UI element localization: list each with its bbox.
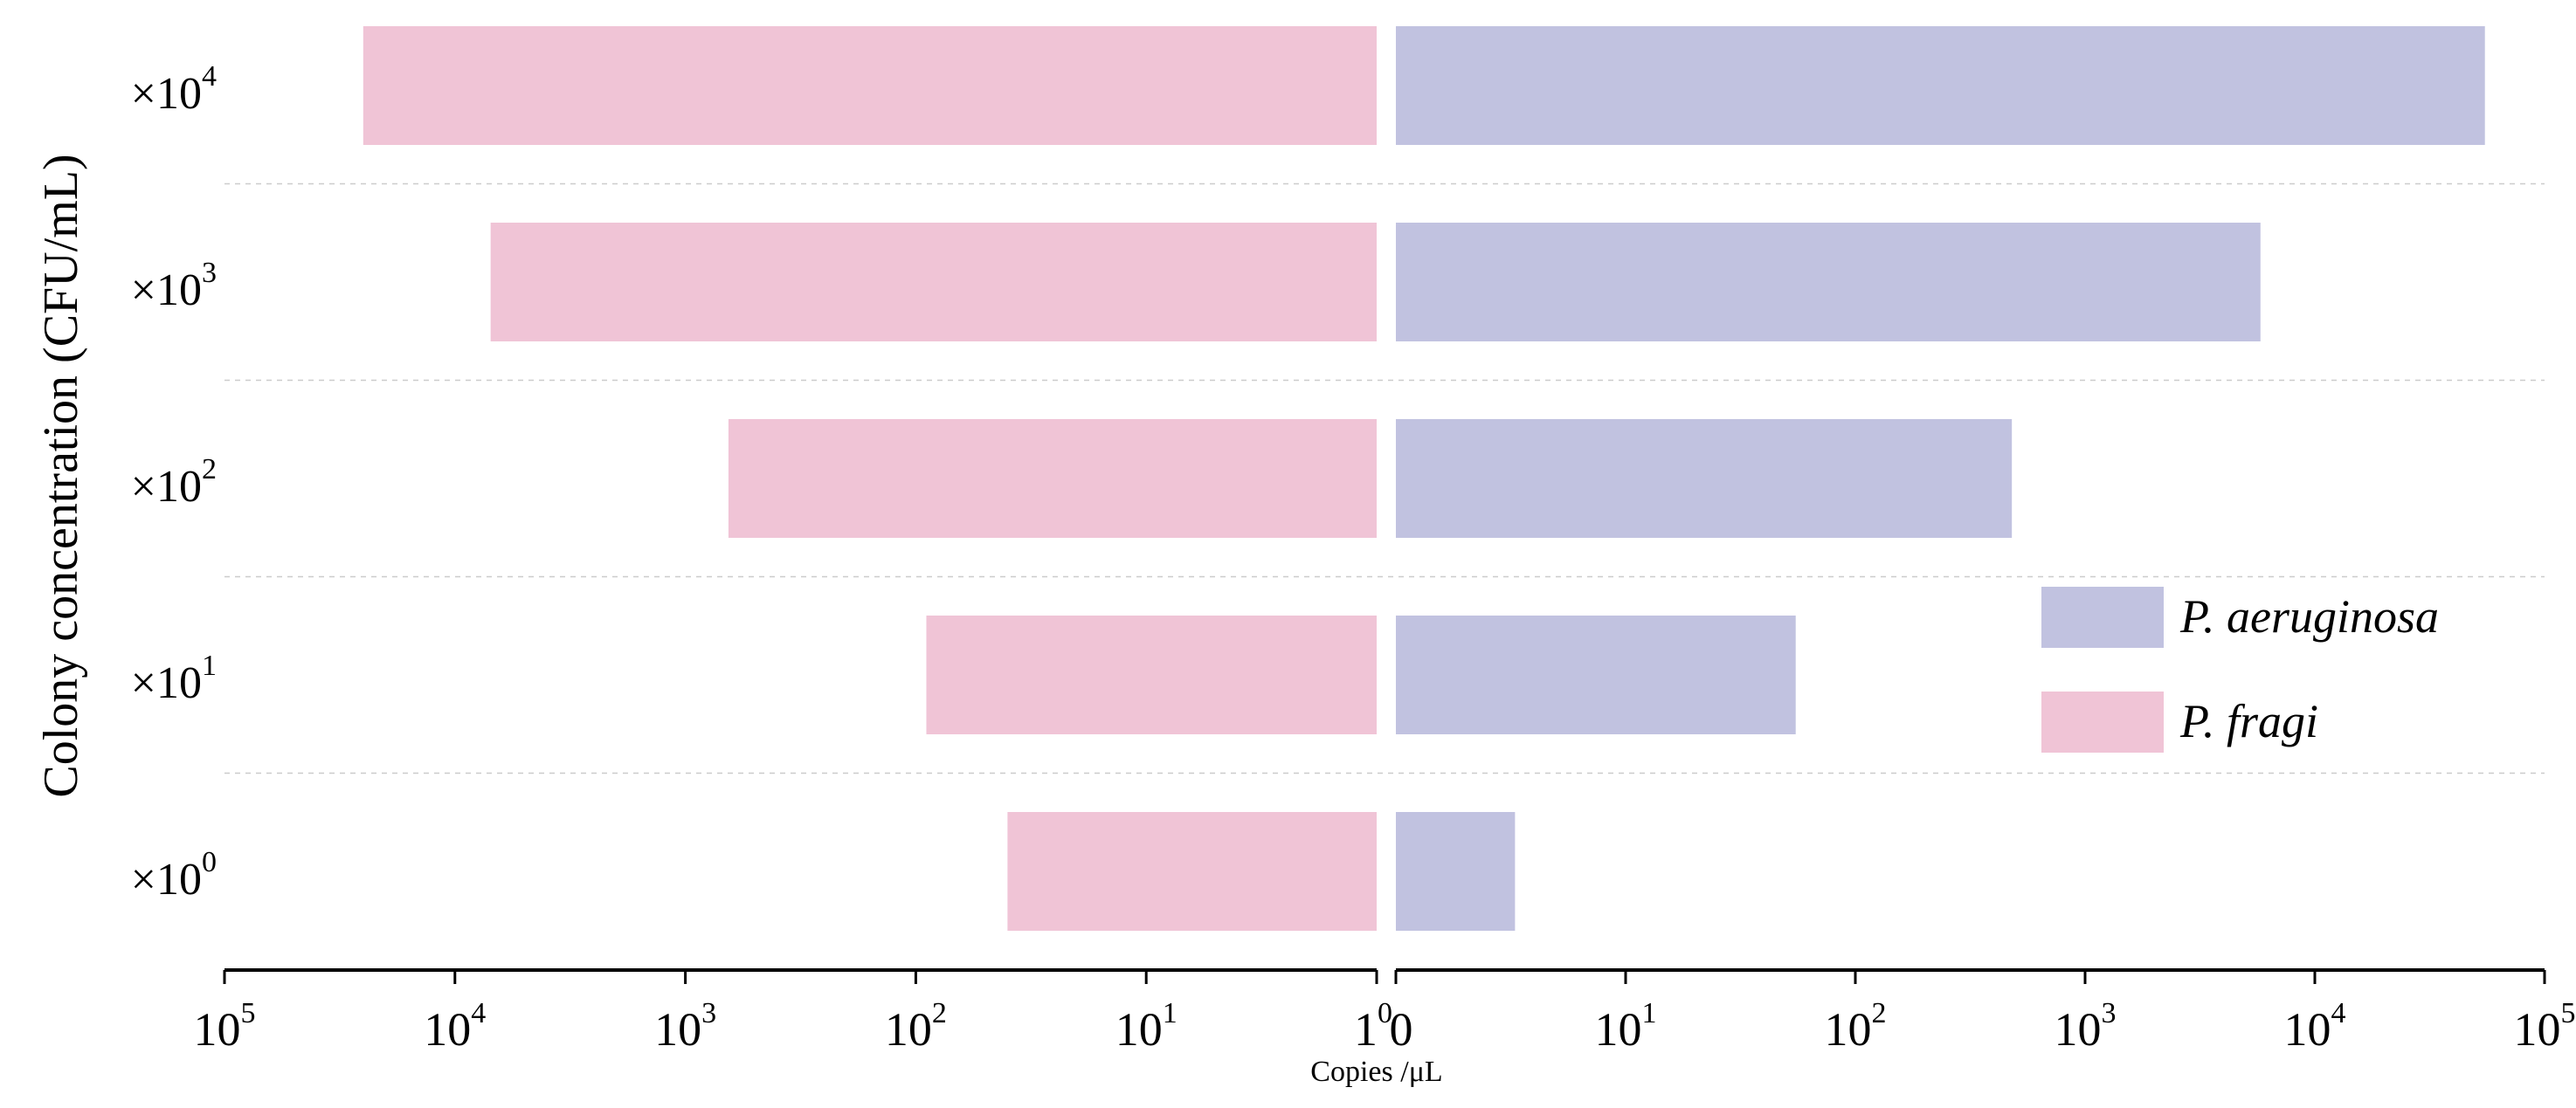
x-axis-label: Copies /μL xyxy=(1310,1056,1442,1088)
x-tick-label-left-3: 102 xyxy=(885,997,947,1056)
x-tick-label-left-2: 103 xyxy=(654,997,716,1056)
x-tick-label-left-4: 101 xyxy=(1115,997,1178,1056)
x-tick-label-right-2: 102 xyxy=(1825,997,1887,1056)
x-tick-label-left-5: 10 xyxy=(1354,997,1392,1056)
legend-swatch-1 xyxy=(2041,692,2164,753)
category-label-3: ×101 xyxy=(131,650,217,708)
bar-right-4 xyxy=(1396,812,1516,931)
x-tick-label-right-4: 104 xyxy=(2284,997,2346,1056)
legend: P. aeruginosa P. fragi xyxy=(2041,587,2439,753)
category-labels: ×104 ×103 ×102 ×101 ×100 xyxy=(131,60,217,905)
x-tick-label-left-0: 105 xyxy=(194,997,256,1056)
bar-right-2 xyxy=(1396,419,2013,538)
bar-left-2 xyxy=(728,419,1377,538)
x-tick-label-right-0: 0 xyxy=(1390,1003,1413,1056)
category-label-4: ×100 xyxy=(131,846,217,905)
bar-left-4 xyxy=(1007,812,1377,931)
bar-left-3 xyxy=(926,616,1377,734)
bar-right-1 xyxy=(1396,223,2261,341)
y-axis-label: Colony concentration (CFU/mL) xyxy=(34,154,88,797)
x-tick-label-right-5: 105 xyxy=(2514,997,2576,1056)
category-label-2: ×102 xyxy=(131,453,217,512)
x-tick-label-right-1: 101 xyxy=(1595,997,1657,1056)
legend-label-0: P. aeruginosa xyxy=(2179,590,2439,643)
bar-right-3 xyxy=(1396,616,1796,734)
legend-swatch-0 xyxy=(2041,587,2164,648)
x-tick-label-left-1: 104 xyxy=(424,997,486,1056)
bar-left-0 xyxy=(363,26,1377,145)
legend-label-1: P. fragi xyxy=(2179,695,2318,747)
bars xyxy=(363,26,2485,931)
category-label-1: ×103 xyxy=(131,257,217,315)
x-tick-label-right-3: 103 xyxy=(2055,997,2117,1056)
bar-right-0 xyxy=(1396,26,2485,145)
axes: 105 104 103 102 101 100 101 102 103 104 105 xyxy=(194,968,2576,1056)
grid-lines xyxy=(224,182,2545,774)
category-label-0: ×104 xyxy=(131,60,217,119)
bar-left-1 xyxy=(490,223,1377,341)
